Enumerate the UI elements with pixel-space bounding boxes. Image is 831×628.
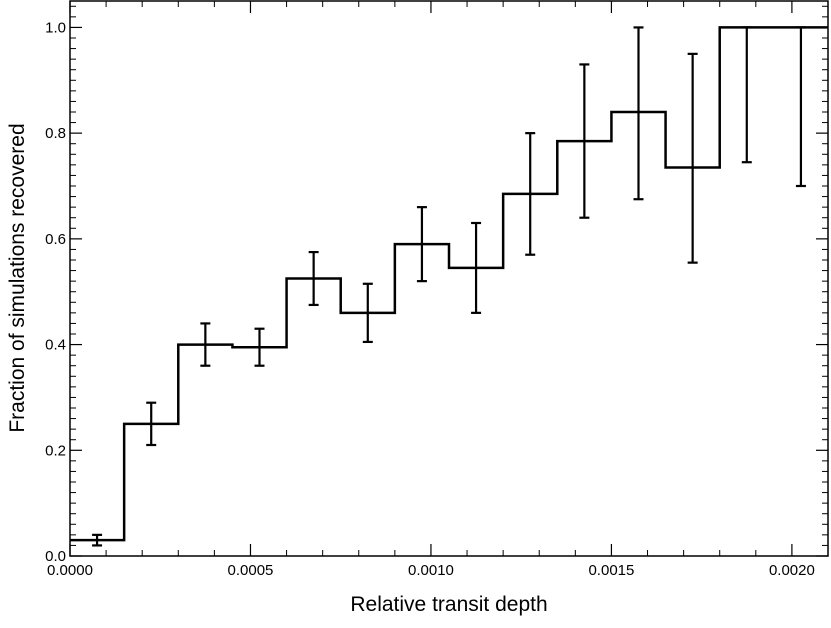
error-bar — [308, 250, 319, 307]
error-bar — [471, 221, 482, 314]
y-axis-title: Fraction of simulations recovered — [6, 123, 29, 432]
y-tick-label: 0.6 — [45, 231, 66, 248]
axis-tick-labels: 0.0000 0.0005 0.0010 0.0015 0.0020 0.0 0.2 0.4 0… — [45, 19, 815, 579]
error-bar — [687, 52, 698, 264]
error-bar — [416, 206, 427, 283]
error-bar — [254, 327, 265, 367]
error-bar — [92, 533, 103, 547]
axis-ticks — [69, 1, 829, 557]
y-tick-label: 1.0 — [45, 19, 66, 36]
error-bar — [795, 26, 806, 188]
y-tick-label: 0.0 — [45, 548, 66, 565]
y-tick-label: 0.4 — [45, 337, 66, 354]
x-tick-label: 0.0000 — [47, 562, 93, 579]
error-bar — [525, 132, 536, 256]
step-histogram-line — [70, 26, 828, 542]
x-tick-label: 0.0020 — [769, 562, 815, 579]
plot-frame — [69, 0, 829, 557]
y-tick-label: 0.2 — [45, 442, 66, 459]
error-bars — [92, 26, 806, 547]
x-tick-label: 0.0015 — [588, 562, 634, 579]
x-axis-title: Relative transit depth — [350, 593, 547, 616]
x-tick-label: 0.0005 — [228, 562, 274, 579]
x-tick-label: 0.0010 — [408, 562, 454, 579]
error-bar — [741, 26, 752, 164]
error-bar — [633, 26, 644, 201]
y-tick-label: 0.8 — [45, 125, 66, 142]
error-bar — [362, 282, 373, 344]
error-bar — [200, 322, 211, 367]
error-bar — [146, 401, 157, 447]
error-bar — [579, 63, 590, 219]
